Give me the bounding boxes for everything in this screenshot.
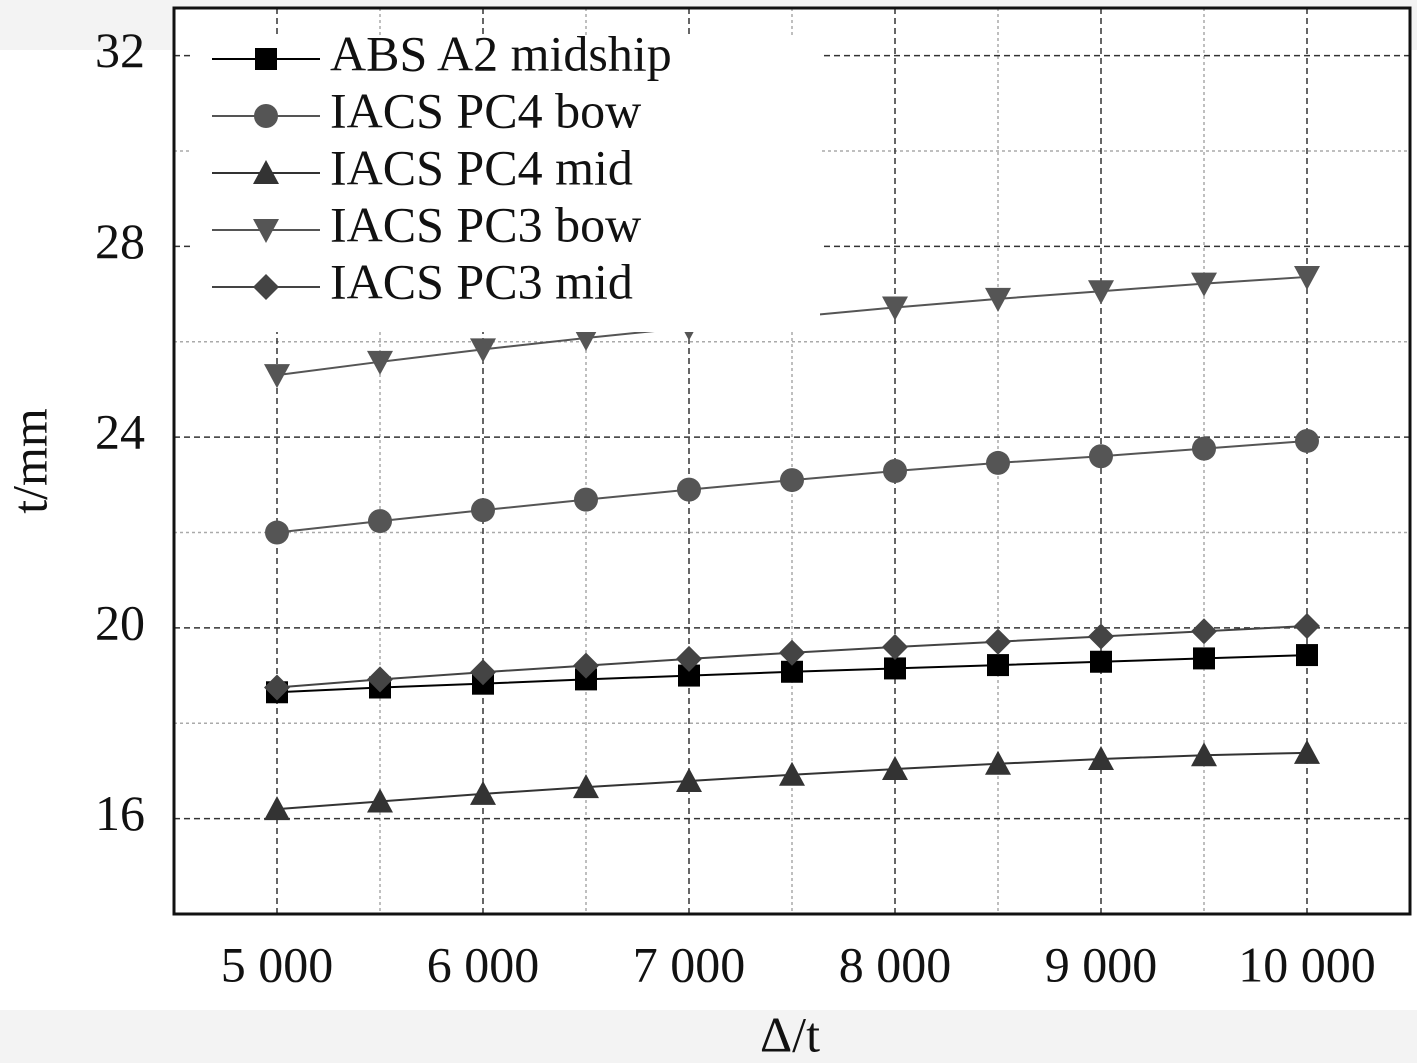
marker <box>470 780 496 805</box>
marker <box>255 48 277 70</box>
bottom-band <box>0 1010 1417 1063</box>
marker <box>1191 272 1217 297</box>
x-tick-label: 7 000 <box>633 936 746 992</box>
x-tick-label: 10 000 <box>1238 936 1376 992</box>
marker <box>253 219 279 243</box>
marker <box>264 796 290 821</box>
marker <box>781 660 803 683</box>
marker <box>575 668 597 691</box>
marker <box>1294 612 1320 639</box>
marker <box>882 756 908 781</box>
marker <box>883 459 907 484</box>
marker <box>254 104 278 128</box>
marker <box>367 666 393 693</box>
marker <box>573 326 599 351</box>
marker <box>779 761 805 786</box>
marker <box>1191 618 1217 645</box>
marker <box>882 296 908 321</box>
marker <box>1089 444 1113 469</box>
marker <box>265 520 289 545</box>
y-tick-label: 24 <box>95 404 145 460</box>
marker <box>678 664 700 687</box>
x-tick-label: 9 000 <box>1045 936 1158 992</box>
marker <box>1191 742 1217 767</box>
marker <box>1088 623 1114 650</box>
x-tick-label: 5 000 <box>221 936 334 992</box>
marker <box>368 509 392 534</box>
legend-label: IACS PC3 mid <box>330 253 633 309</box>
marker <box>264 674 290 701</box>
plot-frame <box>172 6 1412 916</box>
x-axis-label: Δ/t <box>760 1006 820 1062</box>
marker <box>1294 739 1320 764</box>
marker <box>1193 647 1215 670</box>
marker <box>573 774 599 799</box>
marker <box>471 498 495 523</box>
marker <box>573 652 599 679</box>
marker <box>253 160 279 184</box>
marker <box>676 645 702 672</box>
marker <box>367 350 393 375</box>
marker <box>677 477 701 502</box>
marker <box>884 657 906 680</box>
marker <box>1192 436 1216 461</box>
y-tick-label: 20 <box>95 594 145 650</box>
marker <box>367 788 393 813</box>
marker <box>1088 280 1114 305</box>
marker <box>882 633 908 660</box>
legend-label: IACS PC4 bow <box>330 82 641 138</box>
legend-label: IACS PC4 mid <box>330 139 633 195</box>
marker <box>1296 644 1318 667</box>
marker <box>1090 650 1112 673</box>
marker <box>253 274 279 300</box>
y-axis-label: t/mm <box>1 408 57 514</box>
marker <box>779 639 805 666</box>
marker <box>470 338 496 363</box>
marker <box>986 450 1010 475</box>
x-tick-label: 6 000 <box>427 936 540 992</box>
legend-box <box>190 35 820 332</box>
legend-label: ABS A2 midship <box>330 25 672 81</box>
marker <box>470 659 496 686</box>
marker <box>985 287 1011 312</box>
y-tick-label: 28 <box>95 213 145 269</box>
marker <box>987 654 1009 677</box>
marker <box>780 468 804 493</box>
marker <box>1294 265 1320 290</box>
marker <box>1088 746 1114 771</box>
marker <box>985 628 1011 655</box>
y-tick-label: 16 <box>95 785 145 841</box>
x-tick-label: 8 000 <box>839 936 952 992</box>
marker <box>676 767 702 792</box>
marker <box>264 364 290 389</box>
y-tick-label: 32 <box>95 22 145 78</box>
legend-label: IACS PC3 bow <box>330 196 641 252</box>
marker <box>1295 428 1319 453</box>
marker <box>985 750 1011 775</box>
marker <box>574 487 598 512</box>
